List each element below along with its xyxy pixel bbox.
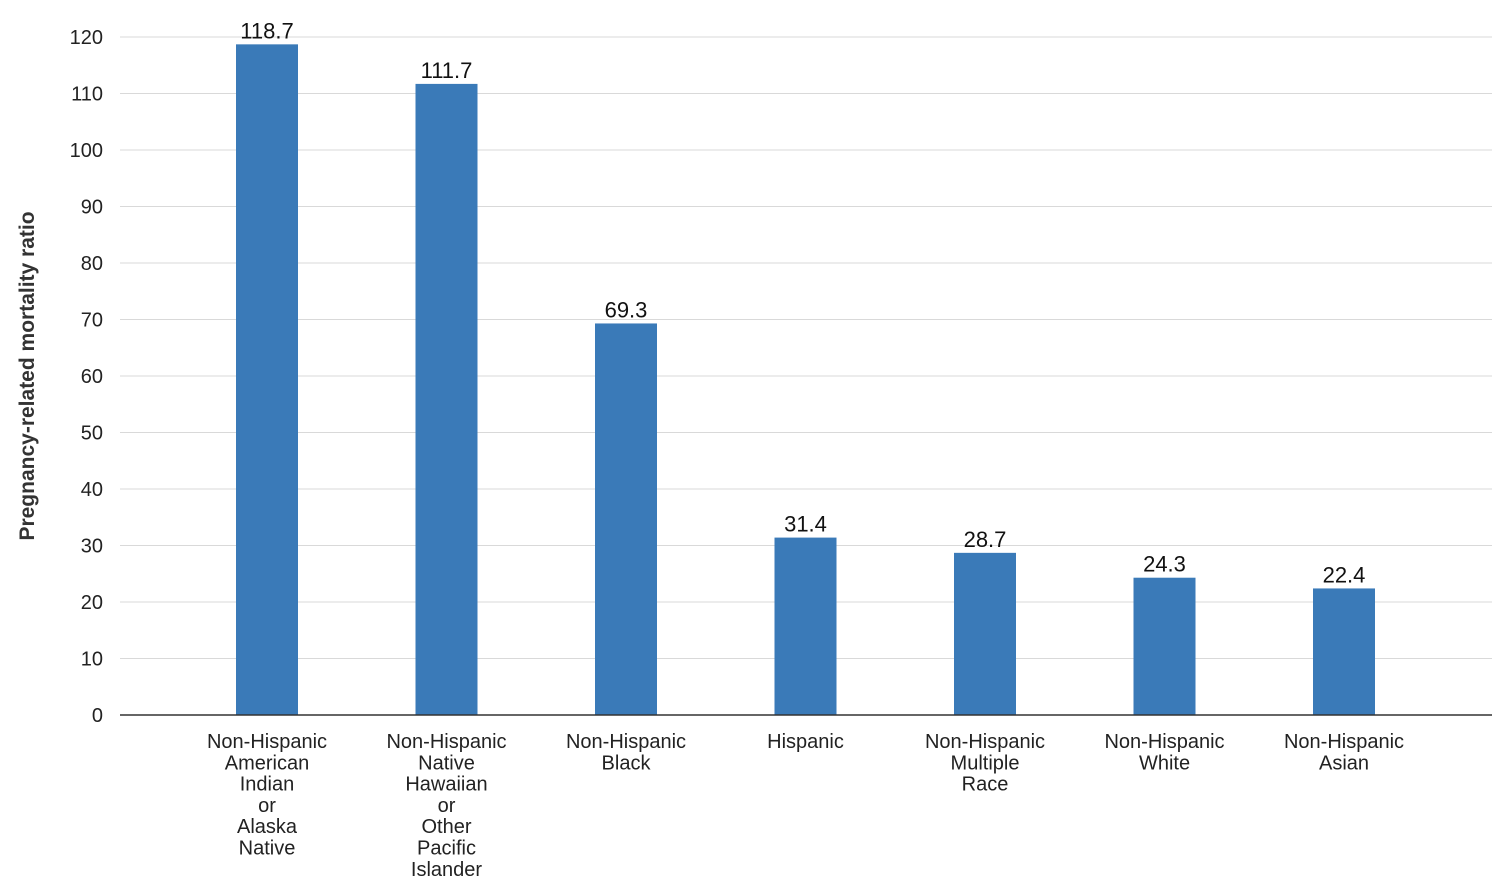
y-tick-label: 90 (81, 197, 103, 219)
y-tick-label: 100 (70, 140, 103, 162)
data-label: 31.4 (784, 512, 827, 537)
y-tick-label: 110 (71, 84, 103, 106)
bar (415, 83, 478, 715)
data-label: 111.7 (421, 58, 473, 83)
bar (236, 44, 298, 716)
x-category-label: Hispanic (767, 731, 844, 753)
bars (236, 44, 1375, 716)
y-tick-label: 120 (70, 27, 103, 49)
x-category-label: Non-Hispanic White (1104, 731, 1224, 774)
data-label: 69.3 (605, 297, 648, 322)
y-tick-label: 30 (81, 536, 103, 558)
bar (954, 552, 1016, 715)
data-label: 24.3 (1143, 552, 1186, 577)
y-tick-label: 0 (92, 705, 103, 727)
data-label: 28.7 (964, 527, 1007, 552)
y-tick-label: 20 (81, 592, 103, 614)
y-tick-label: 10 (81, 649, 103, 671)
data-label: 118.7 (240, 18, 293, 43)
y-axis-title: Pregnancy-related mortality ratio (16, 211, 39, 540)
y-tick-label: 50 (81, 423, 103, 445)
x-axis-categories: Non-Hispanic American Indian or Alaska Native… (207, 731, 1404, 881)
y-tick-label: 70 (81, 310, 103, 332)
y-axis-ticks: 0 10 20 30 40 50 60 70 80 90 100 110 120 (70, 27, 103, 727)
data-labels: 118.7 111.7 69.3 31.4 28.7 24.3 22.4 (240, 18, 1365, 587)
y-tick-label: 40 (81, 479, 103, 501)
bar (1313, 588, 1375, 715)
y-tick-label: 80 (81, 253, 103, 275)
bar (595, 323, 657, 715)
y-tick-label: 60 (81, 366, 103, 388)
x-category-label: Non-Hispanic Asian (1284, 731, 1404, 774)
x-category-label: Non-Hispanic Multiple Race (925, 731, 1045, 796)
data-label: 22.4 (1323, 562, 1366, 587)
x-category-label: Non-Hispanic Black (566, 731, 686, 774)
bar (1133, 577, 1196, 715)
x-category-label: Non-Hispanic American Indian or Alaska Native (207, 731, 327, 860)
bar (774, 537, 837, 715)
gridlines (120, 36, 1492, 659)
x-category-label: Non-Hispanic Native Hawaiian or Other Pacific… (386, 731, 506, 881)
